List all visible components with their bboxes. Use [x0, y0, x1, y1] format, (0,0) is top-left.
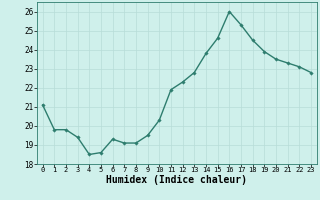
X-axis label: Humidex (Indice chaleur): Humidex (Indice chaleur)	[106, 175, 247, 185]
